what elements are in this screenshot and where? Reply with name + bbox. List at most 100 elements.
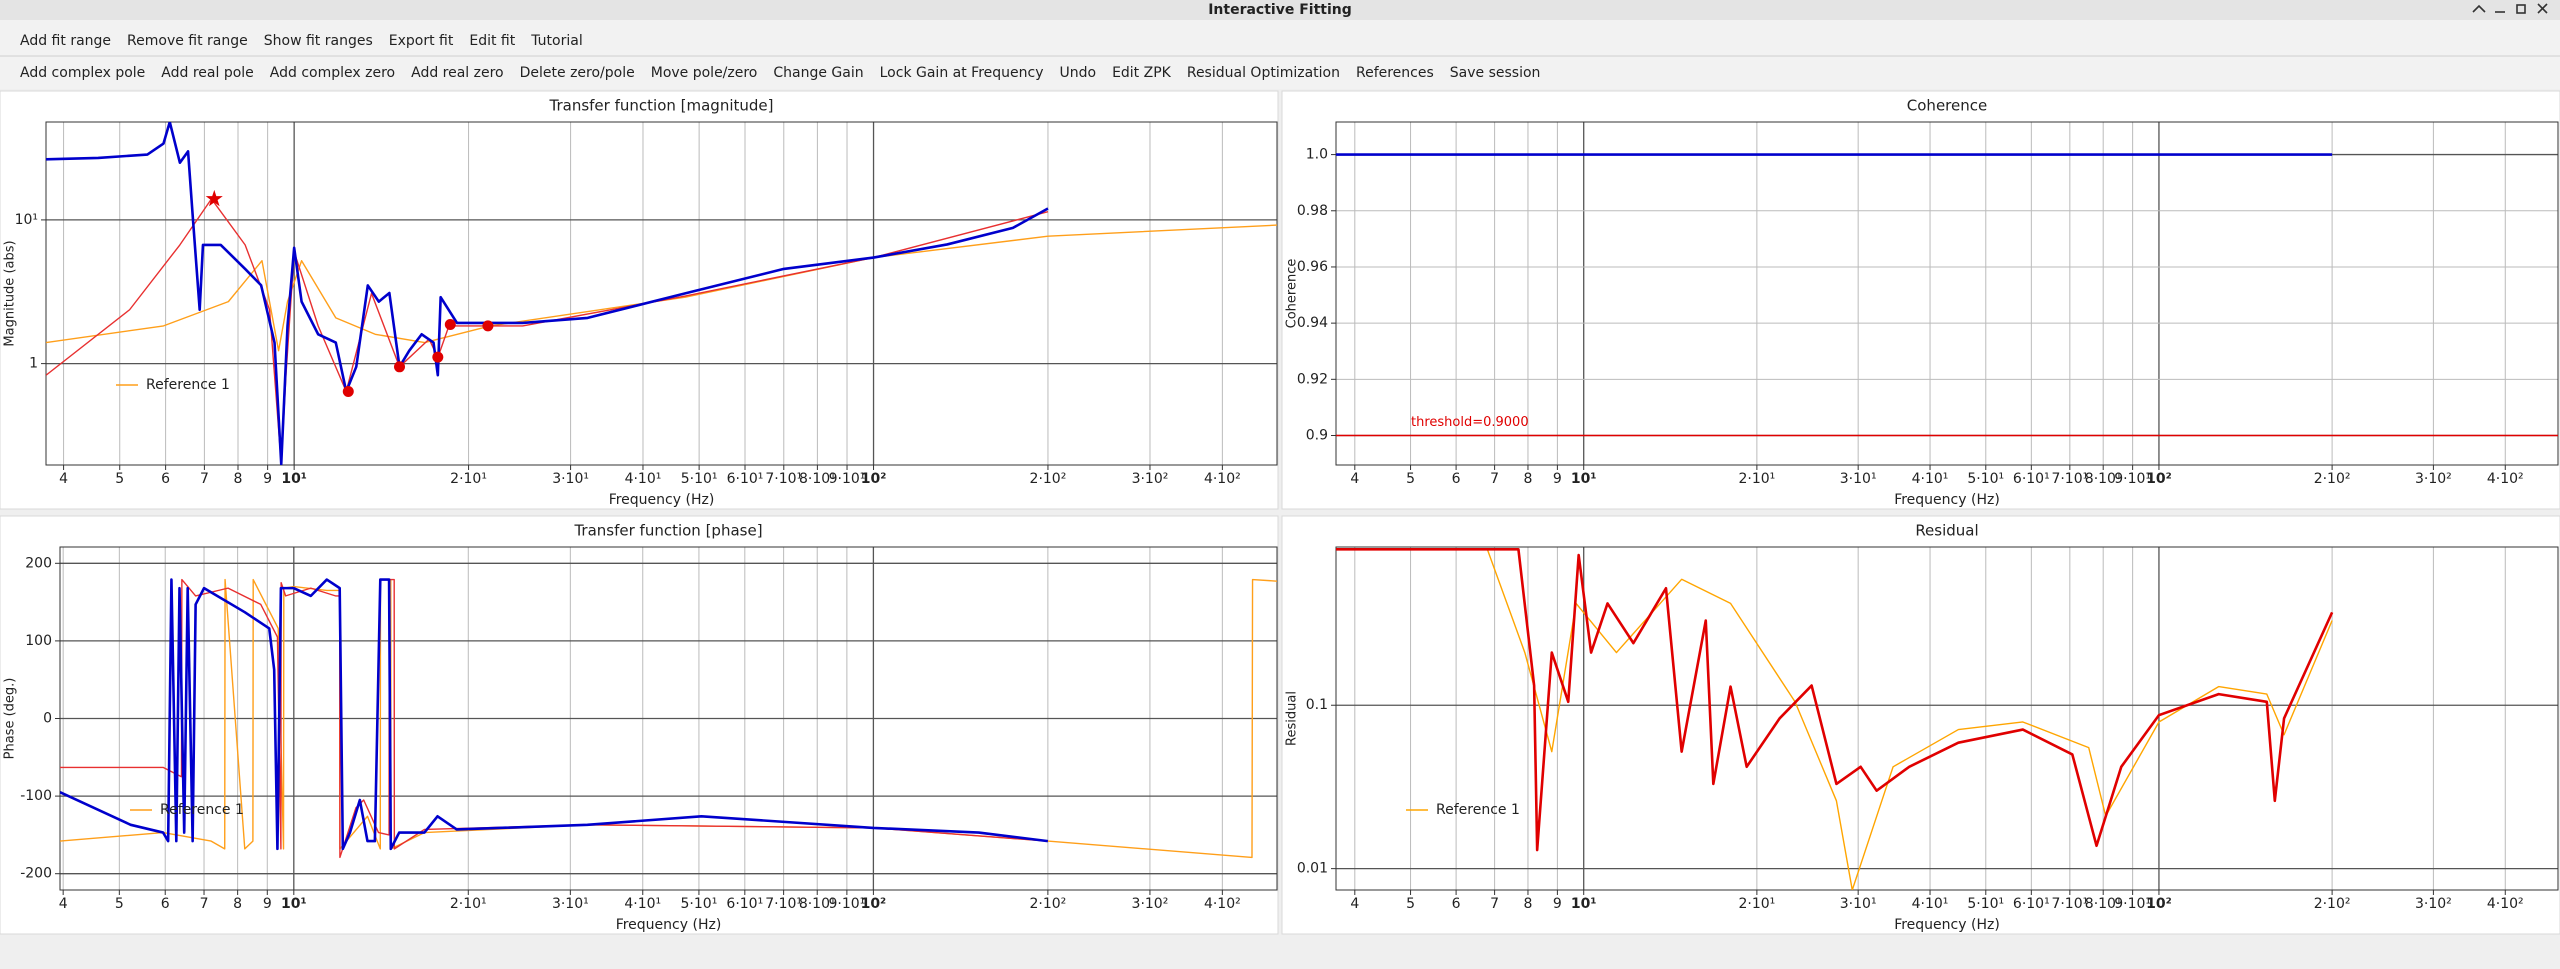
x-tick-label: 3·10¹ (552, 471, 589, 487)
menu-button[interactable]: References (1356, 65, 1434, 81)
annotation: threshold=0.9000 (1411, 415, 1529, 430)
btn-collapse[interactable] (2472, 4, 2486, 13)
btn-maximize[interactable] (2516, 4, 2526, 14)
x-tick-label: 6 (1452, 896, 1461, 912)
x-tick-label: 6·10¹ (2013, 471, 2050, 487)
chart-title: Transfer function [magnitude] (549, 97, 774, 115)
y-tick-label: 0 (43, 711, 52, 727)
x-tick-label: 5·10¹ (681, 896, 718, 912)
menu-button[interactable]: Edit fit (469, 33, 515, 49)
x-tick-label: 4 (59, 471, 68, 487)
plot-area (1336, 153, 2558, 437)
x-tick-label: 9 (263, 896, 272, 912)
zero-marker (482, 320, 494, 332)
x-tick-label: 5 (1406, 896, 1415, 912)
menu-button[interactable]: Add complex zero (270, 65, 395, 81)
menu-button[interactable]: Save session (1450, 65, 1541, 81)
zero-marker (432, 351, 444, 363)
x-tick-label: 4·10¹ (625, 471, 662, 487)
chart-title: Transfer function [phase] (573, 522, 762, 540)
x-tick-label: 4·10¹ (1912, 471, 1949, 487)
menu-button[interactable]: Delete zero/pole (520, 65, 635, 81)
x-tick-label: 10¹ (1571, 471, 1597, 487)
window-controls (2472, 3, 2548, 14)
plot-area (60, 578, 1277, 859)
x-tick-label: 3·10¹ (552, 896, 589, 912)
chart-title: Residual (1915, 522, 1978, 540)
menu-button[interactable]: Add real pole (161, 65, 254, 81)
menu-button[interactable]: Tutorial (530, 33, 582, 49)
toolbar (0, 57, 2560, 89)
x-tick-label: 6·10¹ (2013, 896, 2050, 912)
chart-panel (0, 90, 1279, 510)
menu-button[interactable]: Add real zero (411, 65, 504, 81)
legend-label: Reference 1 (146, 377, 230, 393)
x-tick-label: 4·10² (2487, 471, 2524, 487)
btn-close[interactable] (2537, 3, 2548, 14)
chart-panel (1281, 515, 2560, 935)
y-tick-label: 10¹ (15, 212, 38, 228)
plot-frame (1335, 546, 2559, 891)
zero-marker (444, 319, 456, 331)
menu-button[interactable]: Change Gain (773, 65, 863, 81)
x-tick-label: 4 (1350, 896, 1359, 912)
x-tick-label: 8 (1524, 471, 1533, 487)
menu-button[interactable]: Add fit range (20, 33, 111, 49)
title-bar (0, 0, 2560, 20)
x-tick-label: 3·10² (2415, 471, 2452, 487)
x-tick-label: 5 (1406, 471, 1415, 487)
x-tick-label: 7·10¹ (2051, 896, 2088, 912)
menu-button[interactable]: Add complex pole (20, 65, 145, 81)
x-tick-label: 9·10¹ (828, 896, 865, 912)
x-tick-label: 6·10¹ (726, 896, 763, 912)
menu-button[interactable]: Remove fit range (127, 33, 248, 49)
menu-button[interactable]: Move pole/zero (651, 65, 758, 81)
x-tick-label: 8 (233, 896, 242, 912)
x-axis-label: Frequency (Hz) (609, 492, 715, 508)
x-tick-label: 7·10¹ (765, 471, 802, 487)
x-tick-label: 2·10² (2314, 896, 2351, 912)
y-axis-label: Phase (deg.) (3, 678, 18, 760)
x-tick-label: 10¹ (281, 896, 307, 912)
menu-button[interactable]: Lock Gain at Frequency (880, 65, 1044, 81)
menu-bar (0, 20, 2560, 56)
x-tick-label: 2·10¹ (1738, 471, 1775, 487)
x-tick-label: 5·10¹ (1967, 471, 2004, 487)
x-tick-label: 8·10¹ (2085, 896, 2122, 912)
menu-button[interactable]: Undo (1059, 65, 1096, 81)
x-tick-label: 7 (1490, 471, 1499, 487)
y-tick-label: -200 (20, 866, 52, 882)
y-tick-label: 0.92 (1297, 371, 1328, 387)
y-axis-label: Magnitude (abs) (3, 240, 18, 346)
x-tick-label: 4 (59, 896, 68, 912)
x-tick-label: 6 (161, 896, 170, 912)
plot-area (46, 122, 1277, 465)
x-tick-label: 8·10¹ (2085, 471, 2122, 487)
x-tick-label: 4·10² (1204, 896, 1241, 912)
chart-panel (0, 515, 1279, 935)
x-tick-label: 3·10² (1132, 896, 1169, 912)
x-tick-label: 5 (115, 896, 124, 912)
x-axis-label: Frequency (Hz) (1894, 492, 2000, 508)
menu-button[interactable]: Residual Optimization (1187, 65, 1340, 81)
x-tick-label: 6 (1452, 471, 1461, 487)
pole-marker (205, 189, 223, 207)
x-tick-label: 8 (1524, 896, 1533, 912)
x-tick-label: 8·10¹ (799, 471, 836, 487)
y-tick-label: 0.9 (1306, 428, 1328, 444)
x-tick-label: 4·10² (2487, 896, 2524, 912)
menu-button[interactable]: Show fit ranges (264, 33, 373, 49)
x-tick-label: 10¹ (281, 471, 307, 487)
y-axis-label: Coherence (1285, 259, 1300, 329)
menu-button[interactable]: Export fit (389, 33, 454, 49)
x-tick-label: 9·10¹ (2114, 471, 2151, 487)
x-tick-label: 7·10¹ (2051, 471, 2088, 487)
legend-label: Reference 1 (1436, 802, 1520, 818)
x-tick-label: 7 (1490, 896, 1499, 912)
x-tick-label: 2·10² (1030, 471, 1067, 487)
y-tick-label: 0.94 (1297, 315, 1328, 331)
x-tick-label: 9 (263, 471, 272, 487)
series-line (46, 122, 1049, 465)
menu-button[interactable]: Edit ZPK (1112, 65, 1172, 81)
